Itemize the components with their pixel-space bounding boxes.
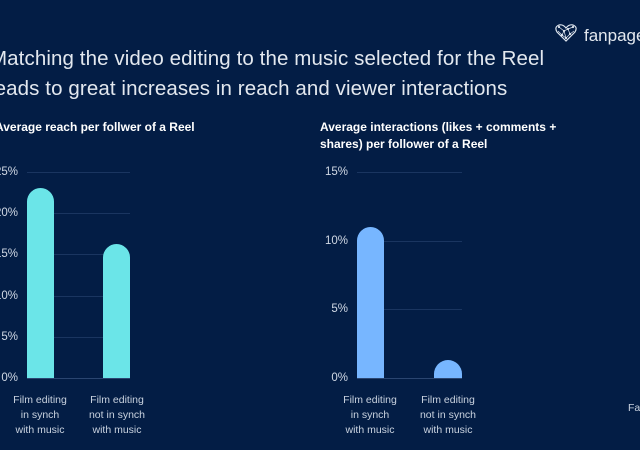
bar-not-in-synch <box>434 360 462 378</box>
page-title: Matching the video editing to the music … <box>0 44 590 104</box>
baseline <box>357 378 462 379</box>
y-tick: 15% <box>0 248 18 260</box>
y-tick: 25% <box>0 166 18 178</box>
x-label-not-in-synch: Film editing not in synch with music <box>88 394 146 436</box>
y-tick: 0% <box>1 372 18 384</box>
y-tick: 10% <box>324 235 348 247</box>
x-label-in-synch: Film editing in synch with music <box>343 394 397 436</box>
x-label-in-synch: Film editing in synch with music <box>13 394 67 436</box>
title-line-1: Matching the video editing to the music … <box>0 47 545 70</box>
y-tick: 5% <box>1 331 18 343</box>
x-label-not-in-synch: Film editing not in synch with music <box>419 394 477 436</box>
left-chart-title: Average reach per follwer of a Reel <box>0 120 195 134</box>
y-tick: 15% <box>324 166 348 178</box>
heart-network-icon <box>555 23 577 48</box>
gridline <box>357 309 462 310</box>
baseline <box>27 378 130 379</box>
gridline <box>27 213 130 214</box>
source-footer: Fa <box>628 402 640 414</box>
gridline <box>27 172 130 173</box>
gridline <box>27 296 130 297</box>
bar-in-synch <box>357 227 384 378</box>
y-tick: 20% <box>0 207 18 219</box>
right-chart-title: Average interactions (likes + comments +… <box>320 120 557 151</box>
gridline <box>357 241 462 242</box>
gridline <box>27 254 130 255</box>
bar-in-synch <box>27 188 54 378</box>
gridline <box>27 337 130 338</box>
title-line-2: leads to great increases in reach and vi… <box>0 77 508 100</box>
gridline <box>357 172 462 173</box>
bar-not-in-synch <box>103 244 130 378</box>
y-tick: 5% <box>331 303 348 315</box>
brand-logo: fanpage <box>555 23 640 48</box>
y-tick: 0% <box>331 372 348 384</box>
y-tick: 10% <box>0 290 18 302</box>
logo-text: fanpage <box>584 25 640 45</box>
